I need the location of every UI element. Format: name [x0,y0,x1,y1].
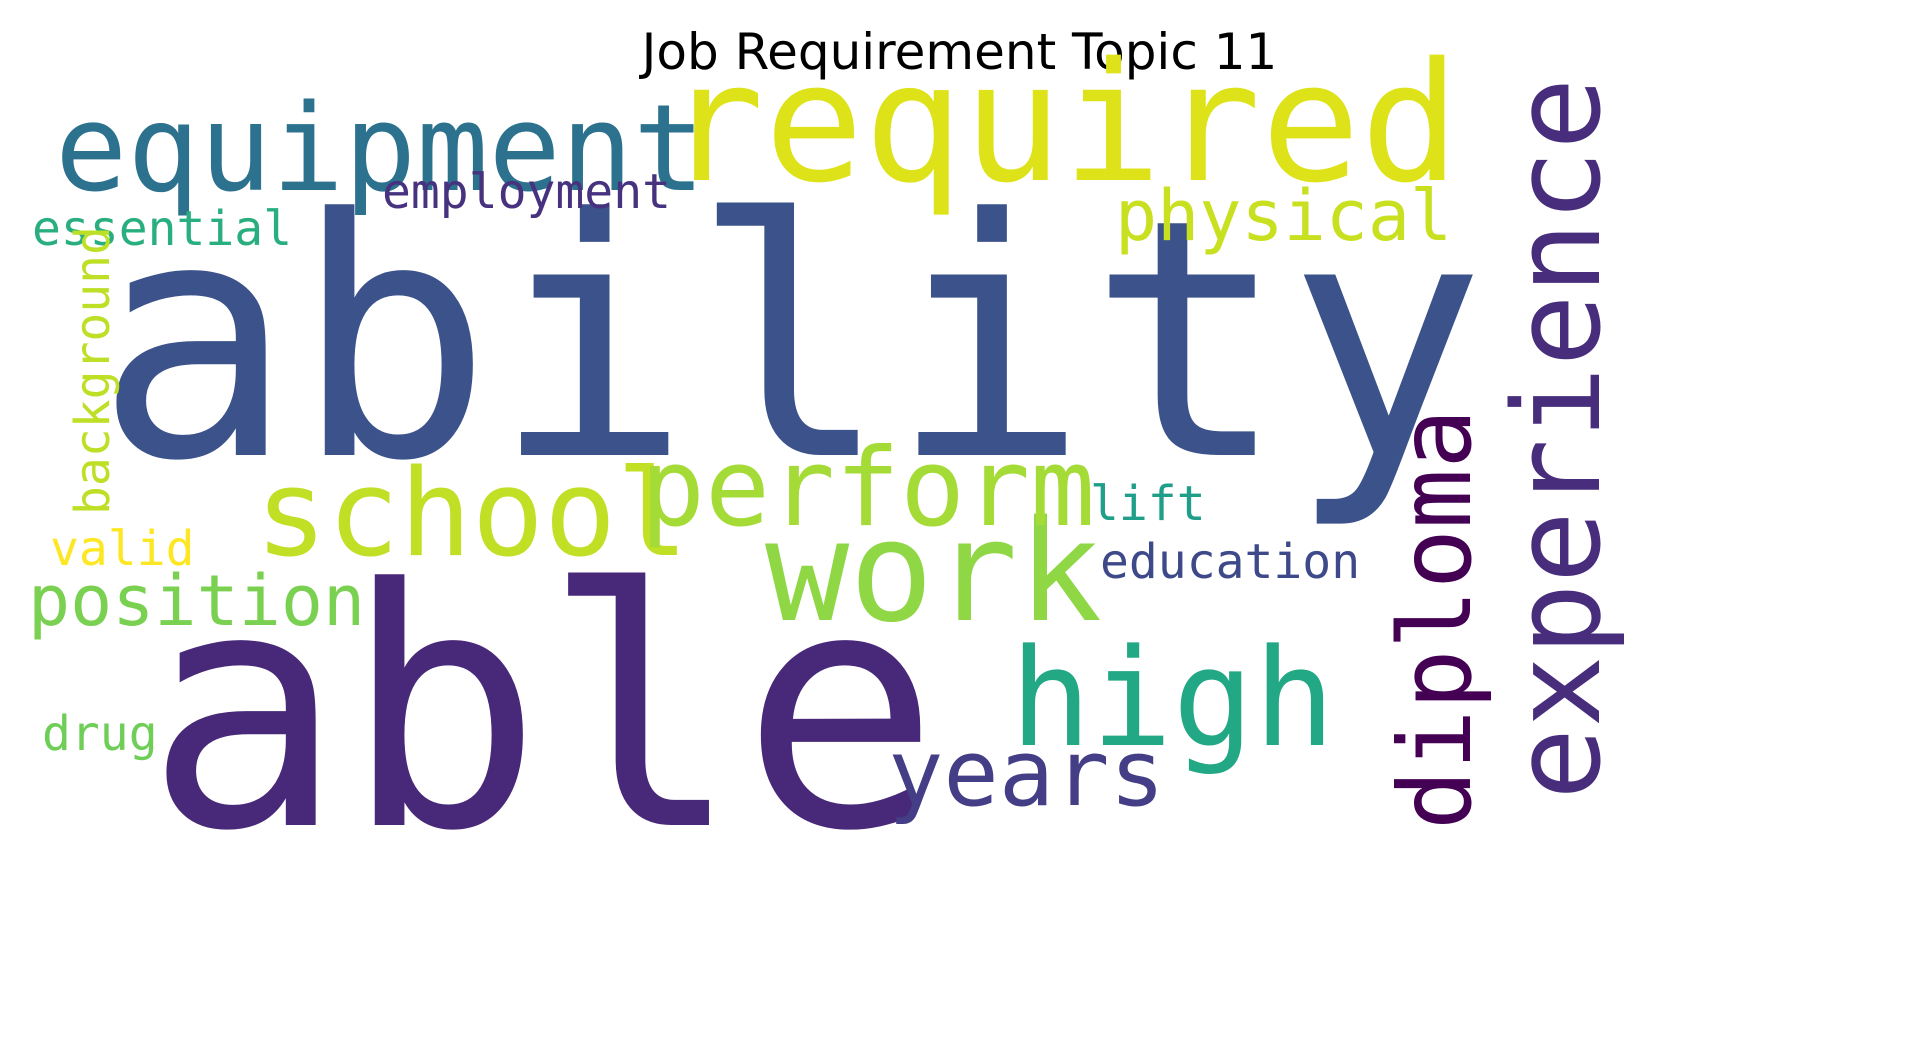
word-employment: employment [382,164,671,220]
word-work: work [765,491,1102,654]
word-essential: essential [32,201,292,257]
word-physical: physical [1115,175,1452,257]
word-high: high [1010,620,1335,777]
word-lift: lift [1090,476,1206,532]
word-drug: drug [42,706,158,762]
word-education: education [1100,534,1360,590]
word-valid: valid [50,521,195,577]
wordcloud-title: Job Requirement Topic 11 [641,23,1278,81]
word-position: position [28,560,365,642]
word-background: background [65,226,121,515]
word-required: required [665,27,1460,219]
word-perform: perform [640,426,1095,551]
word-ability: ability [95,149,1486,533]
word-school: school [255,445,688,584]
word-years: years [888,720,1165,827]
word-equipment: equipment [55,80,705,219]
word-experience: experience [1489,78,1628,800]
word-able: able [145,519,940,903]
word-diploma: diploma [1377,409,1494,830]
